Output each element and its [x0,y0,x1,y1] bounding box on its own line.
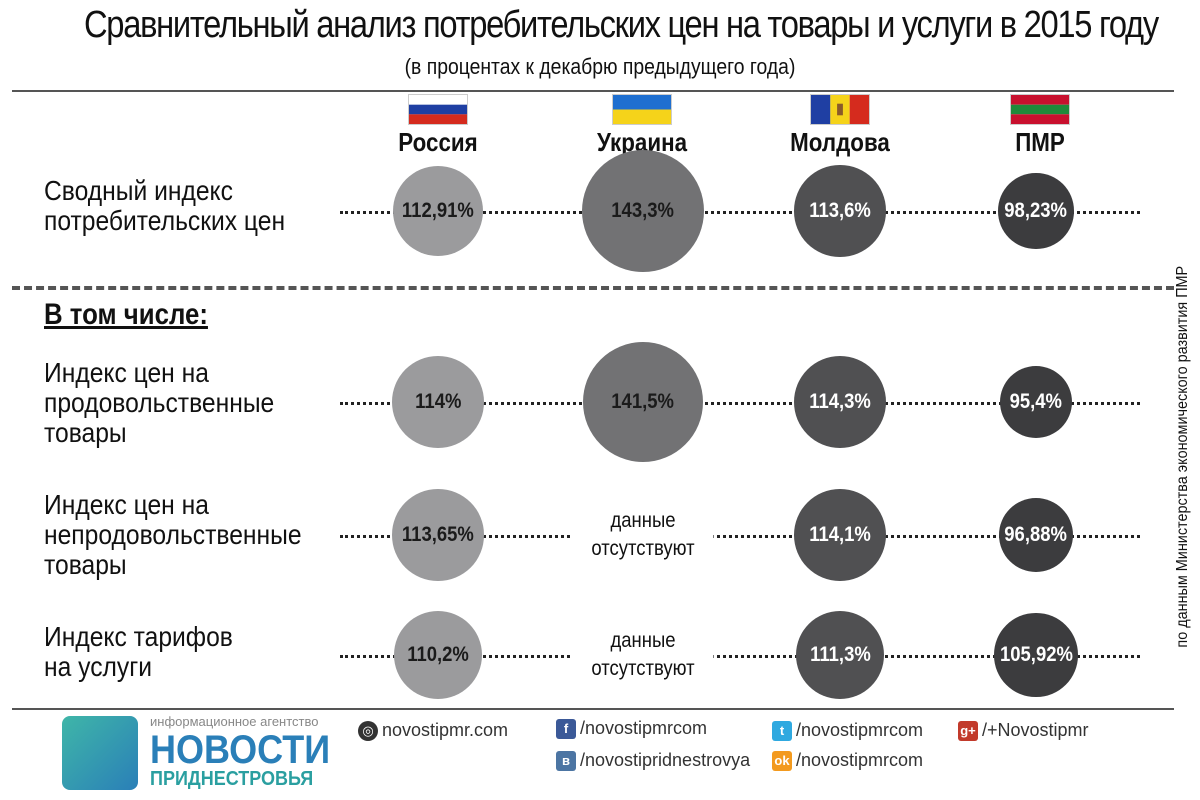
country-name: ПМР [1015,127,1065,157]
link-text: /novostipmrcom [580,718,708,738]
no-data-line: данные [610,629,676,652]
value-label: 114% [414,389,462,413]
value-label: 95,4% [1009,389,1063,413]
link-text: /novostipridnestrovya [580,750,751,770]
value-bubble: 143,3% [581,149,705,273]
value-label: 114,1% [809,522,871,546]
row-label-cpi: Сводный индекс потребительских цен [44,175,286,236]
value-bubble: 114,3% [793,355,887,449]
section-label: В том числе: [44,298,208,331]
value-label: 111,3% [809,642,871,666]
ukraine-flag-icon [612,94,672,125]
value-label: 98,23% [1004,198,1068,222]
value-bubble: 111,3% [795,610,885,700]
link-text: /novostipmrcom [796,720,924,740]
link-text: novostipmr.com [382,720,509,740]
value-bubble: 114,1% [794,489,886,581]
no-data-line: отсутствуют [591,657,695,680]
value-bubble: 112,91% [392,165,484,257]
country-russia: Россия [358,94,518,158]
link-text: /+Novostipmr [982,720,1089,740]
value-label: 96,88% [1004,522,1068,546]
twitter-icon: t [772,720,792,741]
pmr-flag-icon [1010,94,1070,125]
country-name: Россия [398,127,478,157]
link-vk[interactable]: в /novostipridnestrovya [556,750,750,771]
row-leader-line [340,535,1140,538]
link-googleplus[interactable]: g+ /+Novostipmr [958,720,1089,741]
link-odnoklassniki[interactable]: ok /novostipmrcom [772,750,923,771]
value-label: 110,2% [407,642,469,666]
row-leader-line [340,402,1140,405]
country-ukraine: Украина [562,94,722,158]
value-label: 114,3% [809,389,871,413]
moldova-flag-icon [810,94,870,125]
row-leader-line [340,655,1140,658]
footer-divider [12,708,1174,710]
country-moldova: Молдова [760,94,920,158]
page-title: Сравнительный анализ потребительских цен… [84,4,1159,46]
no-data-note: данные отсутствуют [572,507,714,563]
link-twitter[interactable]: t /novostipmrcom [772,720,923,741]
no-data-line: данные [610,509,676,532]
row-leader-line [340,211,1140,214]
value-label: 105,92% [999,642,1073,666]
value-label: 113,6% [809,198,871,222]
googleplus-icon: g+ [958,720,978,741]
value-label: 141,5% [611,389,675,413]
row-label-nonfood: Индекс цен на непродовольственные товары [44,489,302,580]
value-bubble: 98,23% [998,173,1074,249]
value-bubble: 114% [392,356,484,448]
link-website[interactable]: ◎ novostipmr.com [358,720,508,741]
odnoklassniki-icon: ok [772,750,792,771]
vk-icon: в [556,750,576,771]
country-name: Молдова [790,127,890,157]
top-divider [12,90,1174,92]
no-data-note: данные отсутствуют [572,627,714,683]
web-icon: ◎ [358,720,378,741]
value-bubble: 113,65% [392,489,484,581]
no-data-line: отсутствуют [591,537,695,560]
value-bubble: 105,92% [994,613,1078,697]
value-label: 143,3% [611,198,675,222]
value-bubble: 113,6% [794,165,886,257]
value-bubble: 141,5% [582,341,704,463]
value-bubble: 95,4% [999,365,1073,439]
source-note-text: по данным Министерства экономического ра… [1174,265,1191,648]
agency-logo-icon [62,716,138,790]
row-label-food: Индекс цен на продовольственные товары [44,357,275,448]
russia-flag-icon [408,94,468,125]
page-subtitle: (в процентах к декабрю предыдущего года) [404,54,796,79]
agency-name: НОВОСТИ [150,728,331,772]
agency-region: ПРИДНЕСТРОВЬЯ [150,768,314,790]
value-label: 113,65% [402,522,474,546]
link-facebook[interactable]: f /novostipmrcom [556,718,707,739]
value-bubble: 110,2% [394,611,482,699]
agency-tagline: информационное агентство [150,714,319,729]
link-text: /novostipmrcom [796,750,924,770]
value-bubble: 96,88% [999,498,1073,572]
country-pmr: ПМР [960,94,1120,158]
value-label: 112,91% [402,198,474,222]
source-note: по данным Министерства экономического ра… [1174,0,1196,648]
section-divider [12,286,1174,290]
row-label-services: Индекс тарифов на услуги [44,621,233,682]
facebook-icon: f [556,718,576,739]
